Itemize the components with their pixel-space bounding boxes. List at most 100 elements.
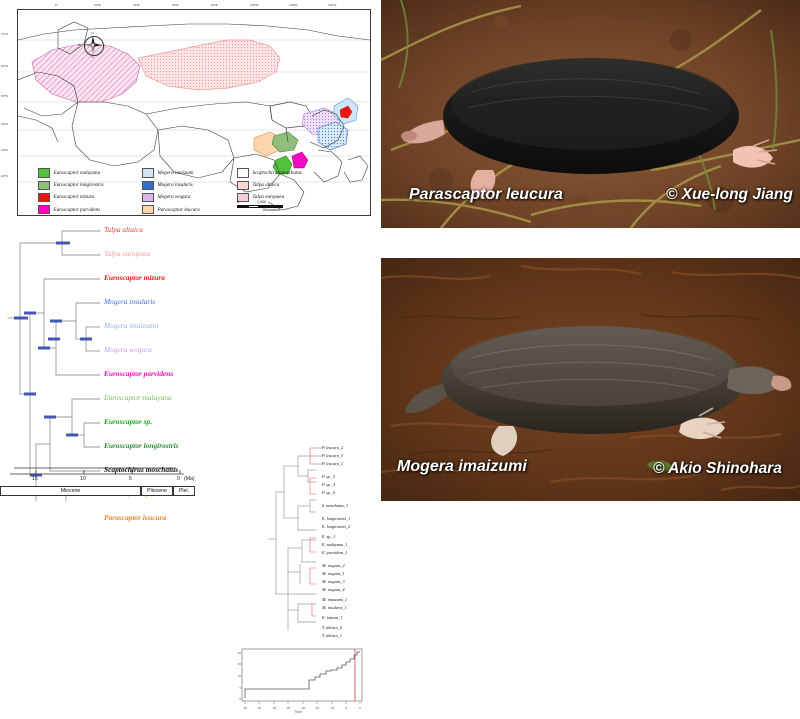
tree-tip-label: Parascaptor leucura	[104, 513, 167, 522]
map-scale-bar: 0 1,000 Kilometers	[237, 200, 297, 212]
legend-label: Mogera insularis	[157, 182, 193, 189]
time-tick-label: 0	[177, 476, 180, 482]
tree-tip-label: Mogera insularis	[104, 297, 156, 306]
tree-tip-label: Euroscaptor mizura	[104, 273, 165, 282]
scale-value-label: 1,000	[257, 200, 266, 204]
photo-caption: Mogera imaizumi	[397, 458, 527, 475]
specimen-tip-label: M. wogura_4	[322, 587, 345, 592]
legend-item: Talpa altaica	[237, 179, 347, 191]
map-frame: N S E W Euroscaptor malayana Euroscaptor…	[17, 9, 371, 216]
compass-label-s: S	[91, 55, 94, 59]
specimen-tip-label: S. moschatus_1	[322, 503, 349, 508]
epoch-pliocene: Pliocene	[141, 486, 173, 496]
legend-item: Euroscaptor parvidens	[38, 204, 138, 215]
tree-tip-label: Mogera imaizumii	[104, 321, 159, 330]
lat-label: 50°N	[1, 94, 8, 98]
svg-text:-40: -40	[243, 706, 248, 710]
svg-text:-25: -25	[286, 706, 291, 710]
photo-credit: © Xue-long Jiang	[666, 186, 793, 203]
tree-tip-label: Euroscaptor longirostris	[104, 441, 179, 450]
legend-label: Parascaptor leucura	[157, 206, 200, 213]
panel-divider	[381, 228, 800, 258]
legend-label: Scaptochirus moschatus	[252, 170, 302, 177]
lon-label: 0°	[55, 3, 58, 7]
legend-item: Talpa europaea	[237, 191, 347, 203]
legend-swatch	[237, 192, 249, 203]
time-tick-label: 5	[129, 476, 132, 482]
lon-label: 40°E	[133, 3, 140, 7]
specimen-tip-label: M. imaizumi_1	[322, 597, 348, 602]
legend-item: Mogera insularis	[142, 179, 234, 191]
tree-tip-label: Talpa altaica	[104, 225, 143, 234]
svg-text:20: 20	[238, 651, 242, 655]
lon-label: 60°E	[172, 3, 179, 7]
specimen-tip-label: P. leucura_1	[322, 461, 344, 466]
specimen-tip-label: P. sp._6	[322, 490, 336, 495]
scale-zero-label: 0	[237, 200, 239, 204]
lon-label: 100°E	[250, 3, 259, 7]
specimen-tip-label: P. leucura_3	[322, 453, 344, 458]
svg-text:-10: -10	[330, 706, 335, 710]
legend-swatch	[38, 168, 50, 178]
tree-tip-label: Euroscaptor parvidens	[104, 369, 174, 378]
lon-label: 120°E	[289, 3, 298, 7]
svg-text:-30: -30	[272, 706, 277, 710]
legend-label: Euroscaptor malayana	[53, 170, 101, 177]
ltt-xaxis-label: Time	[294, 710, 302, 714]
legend-swatch	[38, 192, 50, 203]
tree-tip-label: Euroscaptor malayana	[104, 393, 172, 402]
legend-label: Talpa europaea	[252, 194, 285, 201]
time-tick-label: 10	[80, 476, 86, 482]
lat-label: 70°N	[1, 32, 8, 36]
compass-rose-icon: N S E W	[78, 31, 106, 59]
specimen-tip-label: P. leucura_2	[322, 445, 344, 450]
legend-item: Mogera wogura	[142, 191, 234, 203]
specimen-tip-label: M. wogura_1	[322, 571, 345, 576]
legend-label: Euroscaptor parvidens	[53, 206, 101, 213]
legend-label: Euroscaptor longirostris	[53, 182, 104, 189]
photo-credit: © Akio Shinohara	[653, 460, 782, 477]
phylogeny-panel: Talpa altaica Talpa europaea Euroscaptor…	[0, 222, 381, 714]
time-tick-label: 15	[32, 476, 38, 482]
photo-parascaptor-leucura: Parascaptor leucura © Xue-long Jiang	[381, 0, 800, 228]
svg-text:-5: -5	[345, 706, 348, 710]
legend-item: Scaptochirus moschatus	[237, 167, 347, 179]
legend-item: Euroscaptor malayana	[38, 167, 138, 179]
legend-swatch	[142, 192, 154, 203]
legend-label: Mogera imaizumi	[157, 170, 194, 177]
legend-item: Euroscaptor longirostris	[38, 179, 138, 191]
tree-tip-label: Mogera wogura	[104, 345, 152, 354]
specimen-tip-label: P. sp._4	[322, 482, 336, 487]
map-legend: Euroscaptor malayana Euroscaptor longiro…	[38, 167, 338, 215]
compass-label-n: N	[91, 31, 94, 35]
specimen-tip-label: M. wogura_2	[322, 563, 345, 568]
svg-text:5: 5	[239, 686, 241, 690]
phylogeny-graphic	[7, 230, 176, 501]
map-graphic	[18, 21, 370, 211]
legend-label: Mogera wogura	[157, 194, 191, 201]
epoch-miocene: Miocene	[0, 486, 141, 496]
specimen-tip-label: E. longirostris_2	[322, 524, 351, 529]
lon-label: 80°E	[211, 3, 218, 7]
lon-label: 140°E	[328, 3, 337, 7]
svg-text:-15: -15	[315, 706, 320, 710]
specimen-tip-label: E. malayana_1	[322, 542, 348, 547]
specimen-tip-label: E. parvidens_1	[322, 550, 348, 555]
specimen-tip-label: P. sp._5	[322, 474, 336, 479]
photo-mogera-imaizumi: Mogera imaizumi © Akio Shinohara	[381, 258, 800, 501]
tree-tip-label: Talpa europaea	[104, 249, 151, 258]
legend-item: Parascaptor leucura	[142, 204, 234, 215]
legend-swatch	[38, 204, 50, 215]
lat-label: 40°N	[1, 122, 8, 126]
svg-text:-35: -35	[257, 706, 262, 710]
legend-swatch	[38, 180, 50, 191]
legend-label: Euroscaptor mizura	[53, 194, 95, 201]
photo-caption: Parascaptor leucura	[409, 186, 563, 203]
legend-swatch	[142, 204, 154, 215]
tree-tip-label: Scaptochirus moschatus	[104, 465, 179, 474]
legend-swatch	[142, 168, 154, 178]
legend-item: Euroscaptor mizura	[38, 191, 138, 203]
specimen-tip-label: E. mizura_1	[322, 615, 343, 620]
specimen-tip-label: T. altaica_0	[322, 625, 342, 630]
